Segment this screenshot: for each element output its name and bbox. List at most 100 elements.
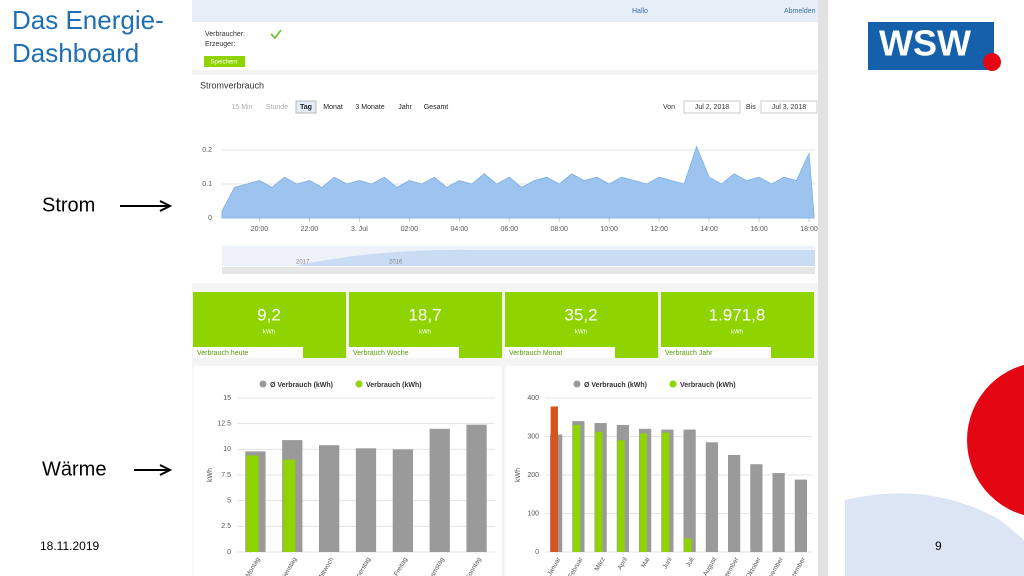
bar bbox=[550, 406, 558, 552]
tile-label-box bbox=[505, 347, 615, 358]
range-button[interactable] bbox=[319, 101, 347, 113]
save-button[interactable] bbox=[204, 56, 245, 67]
date-input[interactable] bbox=[760, 100, 818, 114]
tile-value: 35,2 bbox=[564, 305, 597, 324]
x-tick-label: 04:00 bbox=[451, 226, 469, 233]
bar bbox=[728, 454, 741, 552]
bar bbox=[572, 424, 581, 552]
legend-label: Ø Verbrauch (kWh) bbox=[270, 382, 333, 389]
legend-marker bbox=[259, 380, 267, 388]
x-tick-label: 08:00 bbox=[550, 226, 568, 233]
to-label: Bis bbox=[746, 104, 756, 111]
tile-unit: kWh bbox=[731, 330, 743, 336]
bar bbox=[429, 428, 450, 552]
arrow bbox=[120, 200, 173, 212]
x-tick-label: 18:00 bbox=[800, 226, 818, 233]
chart-panel bbox=[193, 366, 502, 576]
legend-marker bbox=[573, 380, 581, 388]
tile-label: Verbrauch Jahr bbox=[665, 350, 713, 357]
y-tick-label: 0 bbox=[227, 549, 231, 556]
x-tick-label: 16:00 bbox=[750, 226, 768, 233]
x-tick-label: 02:00 bbox=[401, 226, 419, 233]
range-label[interactable]: Stunde bbox=[266, 104, 288, 111]
scrollbar bbox=[818, 0, 828, 576]
form-label: Verbraucher: bbox=[205, 31, 245, 38]
y-tick-label: 7.5 bbox=[221, 472, 231, 479]
y-axis-label: kWh bbox=[207, 468, 214, 482]
legend-label: Ø Verbrauch (kWh) bbox=[584, 382, 647, 389]
navigator-label: 2017 bbox=[296, 260, 310, 266]
range-label[interactable]: 3 Monate bbox=[355, 104, 384, 111]
range-button[interactable] bbox=[226, 101, 258, 113]
tile-label-box bbox=[193, 347, 303, 358]
y-tick-label: 400 bbox=[527, 395, 539, 402]
panel-title: Stromverbrauch bbox=[200, 80, 264, 90]
deco-circle bbox=[967, 364, 1024, 516]
label: Wärme bbox=[42, 458, 106, 480]
tile-label: Verbrauch Monat bbox=[509, 350, 562, 357]
bar bbox=[661, 432, 670, 552]
y-axis-label: kWh bbox=[515, 468, 522, 482]
to-date[interactable]: Jul 3, 2018 bbox=[772, 104, 806, 111]
check-icon bbox=[270, 29, 282, 40]
from-date[interactable]: Jul 2, 2018 bbox=[695, 104, 729, 111]
range-button[interactable] bbox=[261, 101, 293, 113]
legend-label: Verbrauch (kWh) bbox=[680, 382, 736, 389]
tile-unit: kWh bbox=[419, 330, 431, 336]
legend-marker bbox=[355, 380, 363, 388]
range-label[interactable]: Gesamt bbox=[424, 104, 449, 111]
y-tick-label: 12.5 bbox=[217, 421, 231, 428]
bar bbox=[794, 479, 807, 552]
range-button[interactable] bbox=[350, 101, 390, 113]
y-tick-label: 10 bbox=[223, 446, 231, 453]
y-tick-label: 15 bbox=[223, 395, 231, 402]
range-label[interactable]: 15 Min bbox=[231, 104, 252, 111]
bar bbox=[283, 459, 296, 552]
bar bbox=[683, 429, 696, 552]
tile-label-box bbox=[349, 347, 459, 358]
range-button[interactable] bbox=[420, 101, 452, 113]
navigator-scroll[interactable] bbox=[222, 267, 815, 274]
bar bbox=[355, 448, 377, 552]
x-tick-label: Juli bbox=[685, 556, 696, 568]
x-tick-label: 12:00 bbox=[650, 226, 668, 233]
label: Strom bbox=[42, 194, 95, 216]
bar bbox=[392, 449, 413, 552]
tile-unit: kWh bbox=[263, 330, 275, 336]
range-label[interactable]: Jahr bbox=[398, 104, 412, 111]
save-label[interactable]: Speichern bbox=[210, 60, 237, 66]
tile-unit: kWh bbox=[575, 330, 587, 336]
tile-value: 1.971,8 bbox=[709, 305, 766, 324]
bar bbox=[639, 433, 647, 552]
logout[interactable]: Abmelden bbox=[784, 8, 816, 15]
bar bbox=[595, 431, 603, 552]
y-tick-label: 2.5 bbox=[221, 523, 231, 530]
y-tick-label: 0.1 bbox=[202, 181, 212, 188]
y-tick-label: 0 bbox=[535, 549, 539, 556]
legend-label: Verbrauch (kWh) bbox=[366, 382, 422, 389]
x-tick-label: 22:00 bbox=[301, 226, 319, 233]
legend-marker bbox=[669, 380, 677, 388]
arrow bbox=[134, 464, 173, 476]
header-bar bbox=[192, 0, 818, 22]
bar bbox=[750, 464, 763, 552]
range-button[interactable] bbox=[393, 101, 417, 113]
range-label[interactable]: Tag bbox=[300, 104, 312, 111]
tile-label-box bbox=[661, 347, 771, 358]
bar bbox=[772, 473, 785, 552]
range-button[interactable] bbox=[295, 100, 317, 114]
date-input[interactable] bbox=[683, 100, 741, 114]
x-tick-label: 06:00 bbox=[500, 226, 518, 233]
bar bbox=[617, 440, 625, 552]
range-label[interactable]: Monat bbox=[323, 104, 343, 111]
y-tick-label: 300 bbox=[527, 433, 539, 440]
slide-title: Dashboard bbox=[12, 38, 139, 68]
deco-shape bbox=[845, 493, 1024, 576]
y-tick-label: 0.2 bbox=[202, 147, 212, 154]
form bbox=[192, 22, 818, 70]
bar bbox=[319, 445, 340, 552]
page-number: 9 bbox=[935, 539, 942, 553]
x-tick-label: 14:00 bbox=[700, 226, 718, 233]
x-tick-label: 20:00 bbox=[251, 226, 269, 233]
